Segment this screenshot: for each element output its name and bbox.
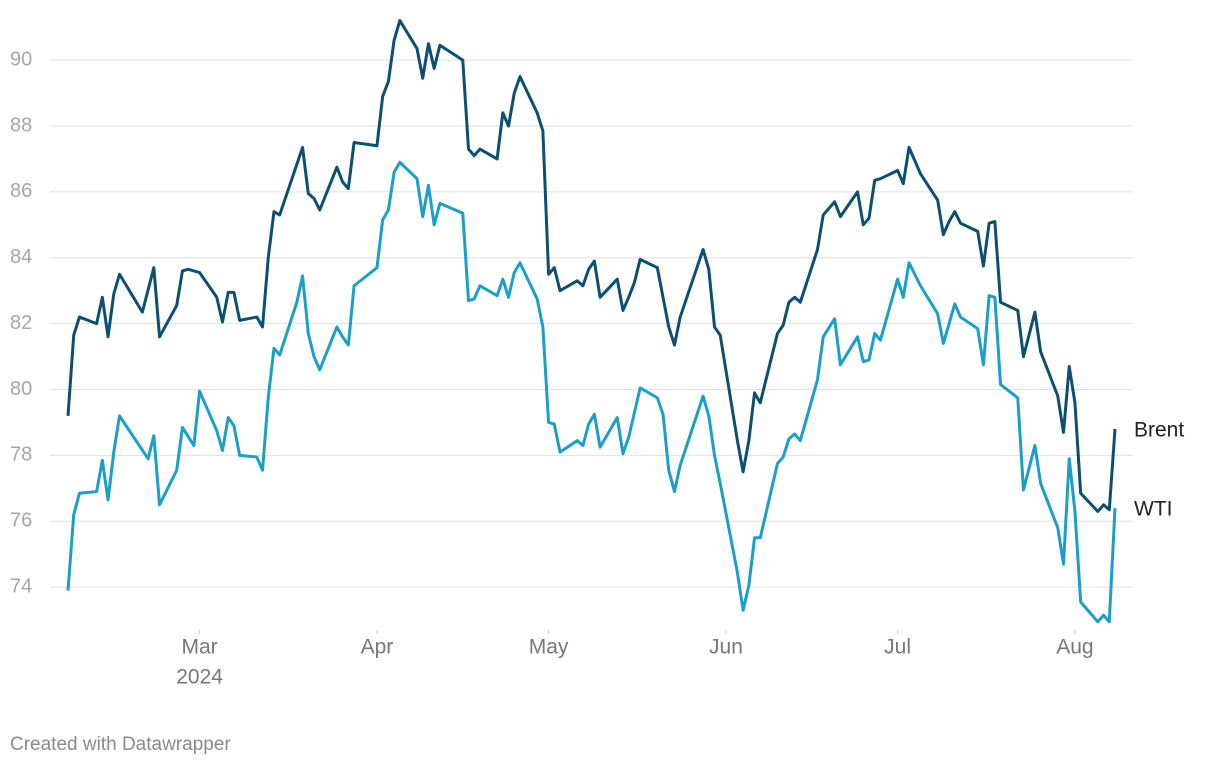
series-line bbox=[66, 160, 1117, 624]
x-tick-label: Apr bbox=[361, 636, 394, 659]
series-label: WTI bbox=[1134, 498, 1172, 521]
x-tick-label: May bbox=[529, 636, 569, 659]
y-tick-label: 88 bbox=[10, 114, 32, 136]
y-tick-label: 80 bbox=[10, 378, 32, 400]
x-year-label: 2024 bbox=[176, 666, 223, 689]
series-label: Brent bbox=[1134, 419, 1184, 442]
x-tick-label: Jul bbox=[884, 636, 911, 659]
series-line bbox=[66, 19, 1117, 513]
x-tick-label: Aug bbox=[1056, 636, 1093, 659]
y-tick-label: 84 bbox=[10, 246, 32, 268]
x-tick-label: Mar bbox=[182, 636, 218, 659]
y-tick-label: 82 bbox=[10, 312, 32, 334]
y-tick-label: 86 bbox=[10, 180, 32, 202]
x-tick-label: Jun bbox=[709, 636, 743, 659]
credit: Created with Datawrapper bbox=[10, 734, 231, 755]
y-tick-label: 78 bbox=[10, 444, 32, 466]
y-tick-label: 74 bbox=[10, 575, 32, 597]
y-tick-label: 90 bbox=[10, 48, 32, 70]
y-tick-label: 76 bbox=[10, 510, 32, 532]
